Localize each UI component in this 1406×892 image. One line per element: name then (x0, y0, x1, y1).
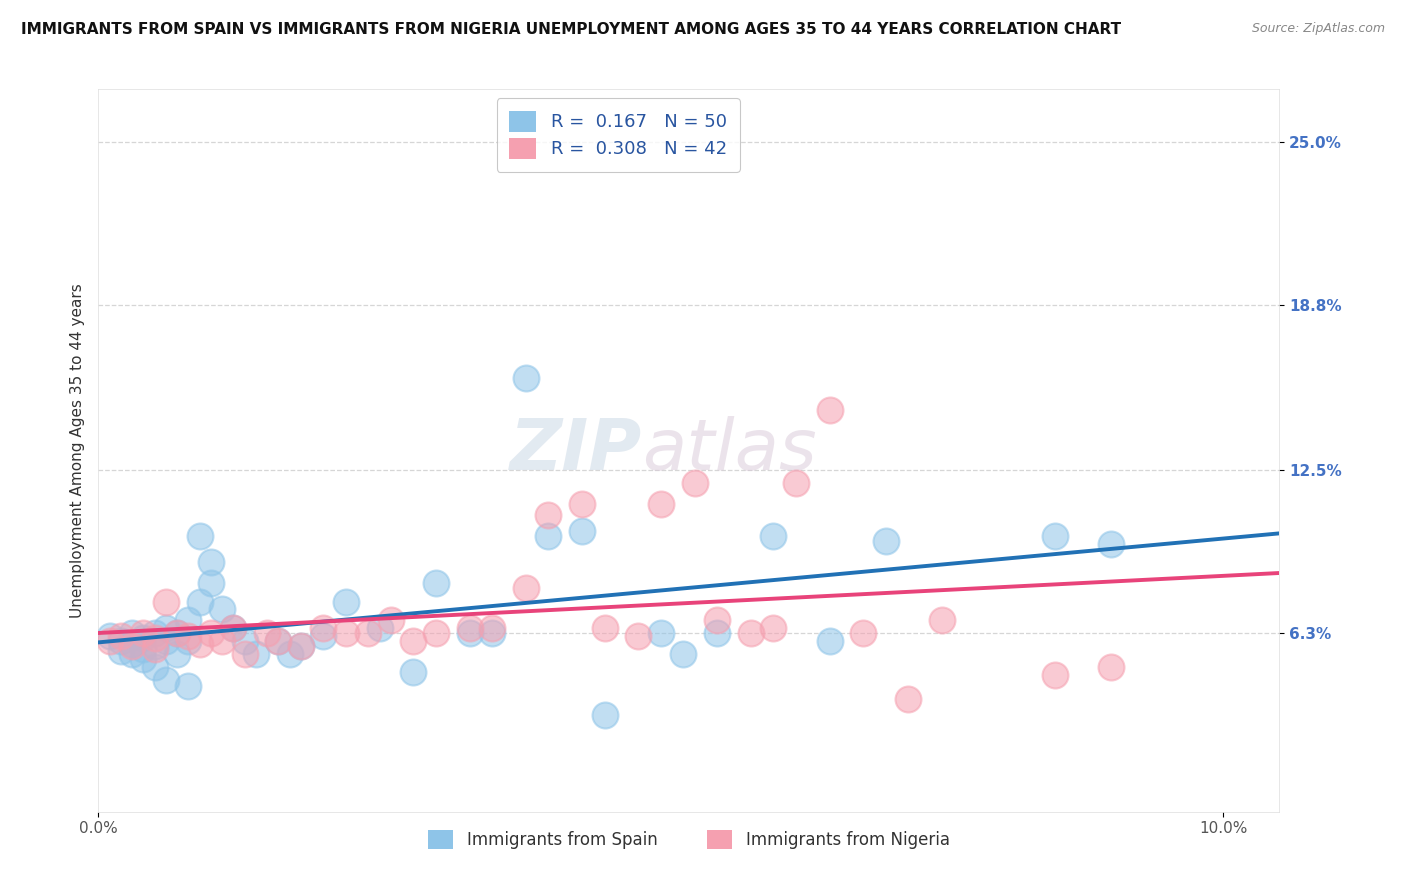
Point (110, 644, 132, 658)
Point (177, 634, 200, 648)
Point (200, 555, 222, 569)
Point (897, 691, 920, 706)
Point (515, 371, 537, 385)
Point (368, 621, 391, 635)
Point (132, 641, 155, 656)
Point (357, 626, 380, 640)
Point (188, 636, 211, 650)
Point (132, 652, 155, 666)
Point (132, 632, 155, 646)
Point (267, 634, 290, 648)
Point (1043, 668, 1066, 682)
Point (875, 534, 897, 549)
Point (155, 673, 177, 688)
Point (335, 626, 357, 640)
Point (571, 524, 593, 538)
Point (931, 613, 953, 627)
Point (256, 626, 278, 640)
Point (155, 594, 177, 608)
Point (537, 529, 560, 543)
Point (233, 634, 256, 648)
Point (143, 632, 166, 646)
Point (278, 647, 301, 661)
Point (593, 621, 616, 635)
Point (481, 626, 503, 640)
Point (143, 660, 166, 674)
Point (166, 626, 188, 640)
Point (132, 626, 155, 640)
Point (177, 629, 200, 643)
Text: ZIP: ZIP (509, 416, 641, 485)
Point (402, 634, 425, 648)
Point (672, 647, 695, 661)
Point (818, 634, 841, 648)
Point (1099, 537, 1122, 551)
Point (110, 634, 132, 648)
Point (762, 529, 785, 543)
Point (706, 626, 728, 640)
Point (458, 626, 481, 640)
Point (785, 476, 807, 491)
Point (458, 621, 481, 635)
Y-axis label: Unemployment Among Ages 35 to 44 years: Unemployment Among Ages 35 to 44 years (69, 283, 84, 618)
Point (121, 647, 143, 661)
Point (143, 626, 166, 640)
Point (177, 613, 200, 627)
Point (143, 639, 166, 653)
Point (121, 636, 143, 650)
Point (402, 665, 425, 680)
Point (335, 594, 357, 608)
Point (593, 707, 616, 722)
Point (121, 626, 143, 640)
Point (627, 629, 650, 643)
Point (233, 647, 256, 661)
Point (1043, 529, 1066, 543)
Point (166, 647, 188, 661)
Point (98, 634, 121, 648)
Point (200, 576, 222, 591)
Point (245, 647, 267, 661)
Point (1099, 660, 1122, 674)
Text: atlas: atlas (641, 416, 817, 485)
Point (571, 497, 593, 511)
Point (222, 621, 245, 635)
Point (121, 639, 143, 653)
Point (188, 529, 211, 543)
Point (110, 629, 132, 643)
Point (290, 639, 312, 653)
Point (155, 634, 177, 648)
Point (425, 626, 447, 640)
Point (267, 634, 290, 648)
Point (537, 508, 560, 522)
Point (155, 621, 177, 635)
Point (380, 613, 402, 627)
Point (818, 402, 841, 417)
Point (683, 476, 706, 491)
Point (515, 582, 537, 596)
Point (188, 594, 211, 608)
Point (425, 576, 447, 591)
Legend: Immigrants from Spain, Immigrants from Nigeria: Immigrants from Spain, Immigrants from N… (420, 822, 957, 857)
Point (290, 639, 312, 653)
Point (200, 626, 222, 640)
Point (211, 602, 233, 616)
Point (143, 641, 166, 656)
Text: IMMIGRANTS FROM SPAIN VS IMMIGRANTS FROM NIGERIA UNEMPLOYMENT AMONG AGES 35 TO 4: IMMIGRANTS FROM SPAIN VS IMMIGRANTS FROM… (21, 22, 1121, 37)
Point (650, 626, 672, 640)
Point (852, 626, 875, 640)
Point (740, 626, 762, 640)
Point (650, 497, 672, 511)
Point (222, 621, 245, 635)
Point (166, 626, 188, 640)
Point (177, 679, 200, 693)
Point (762, 621, 785, 635)
Text: Source: ZipAtlas.com: Source: ZipAtlas.com (1251, 22, 1385, 36)
Point (481, 621, 503, 635)
Point (312, 621, 335, 635)
Point (312, 629, 335, 643)
Point (211, 634, 233, 648)
Point (706, 613, 728, 627)
Point (98, 629, 121, 643)
